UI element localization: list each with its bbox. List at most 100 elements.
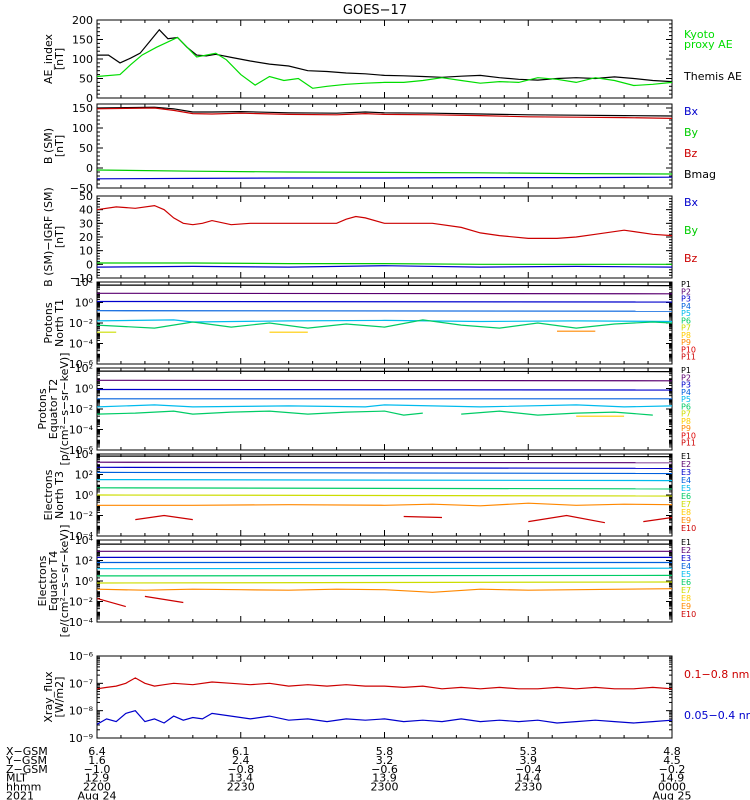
legend-label: P2 — [681, 287, 691, 296]
y-tick-label: 40 — [79, 204, 93, 217]
legend-label: E4 — [681, 476, 691, 485]
y-tick-label: 10² — [75, 555, 93, 568]
series-line-e2 — [96, 461, 673, 464]
y-tick-label: 30 — [79, 217, 93, 230]
legend-label: E5 — [681, 570, 691, 579]
legend-label: E3 — [681, 554, 691, 563]
y-tick-label: 10⁻² — [69, 510, 93, 523]
y-axis-label: North T3 — [53, 471, 66, 519]
y-tick-label: 150 — [72, 102, 93, 115]
legend-label: E3 — [681, 468, 691, 477]
legend-label: E6 — [681, 578, 691, 587]
legend-label: By — [684, 224, 699, 237]
y-axis-label: B (SM) — [42, 128, 55, 164]
series-line-bx — [96, 176, 673, 180]
series-line-e5 — [96, 567, 673, 570]
legend-label: Bx — [684, 196, 699, 209]
y-axis-label: Xray_flux — [42, 671, 55, 723]
legend-label: Bz — [684, 252, 698, 265]
y-axis-label: [W/m2] — [53, 677, 66, 718]
legend-label: E8 — [681, 508, 691, 517]
y-tick-label: 10⁻⁶ — [69, 358, 94, 371]
panel-frame — [96, 655, 673, 739]
y-tick-label: 10⁻⁶ — [69, 444, 94, 457]
y-tick-label: 10⁻⁴ — [69, 424, 94, 437]
series-line-p6 — [96, 410, 423, 416]
legend-label: P3 — [681, 381, 691, 390]
legend-label: P10 — [681, 431, 696, 440]
series-line-p1 — [96, 370, 673, 373]
series-line-bz — [96, 204, 673, 239]
ephemeris-value: 12.9 — [85, 772, 110, 785]
legend-label: E1 — [681, 452, 691, 461]
legend-label: 0.05−0.4 nm — [684, 709, 750, 722]
y-tick-label: 10⁰ — [75, 575, 94, 588]
panel-frame — [96, 539, 673, 623]
series-line-p2 — [96, 292, 673, 295]
legend-label: P7 — [681, 410, 691, 419]
legend-label: Kyoto — [684, 28, 715, 41]
y-tick-label: 10⁻⁹ — [69, 732, 93, 745]
ephemeris-value: 6.1 — [232, 745, 250, 758]
legend-label: Themis AE — [683, 70, 742, 83]
legend-label: E5 — [681, 484, 691, 493]
ephemeris-value: 6.4 — [88, 745, 106, 758]
legend-label: P9 — [681, 338, 691, 347]
ephemeris-value: 4.5 — [663, 754, 681, 767]
legend-label: E6 — [681, 492, 691, 501]
y-tick-label: 50 — [79, 190, 93, 203]
series-line-e10c — [528, 514, 606, 524]
ephemeris-value: 14.4 — [516, 772, 541, 785]
series-line-p6b — [461, 410, 653, 416]
series-line-e4 — [96, 471, 673, 475]
y-tick-label: 10² — [75, 469, 93, 482]
ephemeris-value: 1.6 — [88, 754, 106, 767]
y-tick-label: 10⁻⁴ — [69, 530, 94, 543]
legend-label: P3 — [681, 295, 691, 304]
ephemeris-value: −0.6 — [371, 763, 398, 776]
panel-8: 10⁻⁶ 10⁻⁷ 10⁻⁸ 10⁻⁹ Xray_flux[W/m2] 0.1−0.8 n… — [42, 650, 750, 745]
y-tick-label: 10⁻⁷ — [69, 677, 93, 690]
series-line-e10d — [643, 516, 673, 523]
ephemeris-value: 14.9 — [660, 772, 685, 785]
y-tick-label: 50 — [79, 142, 93, 155]
legend-label: proxy AE — [684, 38, 733, 51]
legend-label: P6 — [681, 316, 691, 325]
series-line-by — [97, 262, 672, 265]
y-tick-label: 10⁴ — [75, 448, 94, 461]
y-tick-label: 50 — [79, 73, 93, 86]
legend-label: P4 — [681, 302, 691, 311]
legend-label: E9 — [681, 602, 691, 611]
y-tick-label: 10⁻⁴ — [69, 338, 94, 351]
legend-label: P6 — [681, 402, 691, 411]
y-tick-label: 10⁻⁴ — [69, 616, 94, 629]
panel-frame — [96, 103, 673, 189]
y-tick-label: 200 — [72, 14, 93, 27]
y-tick-label: −50 — [70, 182, 93, 195]
series-line-bx — [96, 265, 673, 268]
legend-label: P8 — [681, 417, 691, 426]
ephemeris-value: 2230 — [227, 781, 255, 794]
ephemeris-value: −0.2 — [659, 763, 686, 776]
ephemeris-value: 13.9 — [372, 772, 397, 785]
y-tick-label: 10² — [75, 362, 93, 375]
ephemeris-row-label: 2021 — [6, 790, 34, 800]
legend-label: Bz — [684, 147, 698, 160]
y-axis-label: North T1 — [53, 299, 66, 347]
figure-title: GOES−17 — [343, 3, 407, 18]
series-line-bz — [96, 107, 673, 119]
series-line-e10b — [403, 515, 443, 519]
ephemeris-value: 0000 — [658, 781, 686, 794]
series-line-p5 — [96, 404, 673, 408]
legend-label: Bmag — [684, 168, 716, 181]
legend-label: P2 — [681, 373, 691, 382]
series-line-by — [96, 169, 673, 175]
legend-label: 0.1−0.8 nm — [684, 668, 749, 681]
y-axis-label: [nT] — [53, 48, 66, 70]
legend-label: E10 — [681, 610, 696, 619]
y-axis-label: [nT] — [53, 226, 66, 248]
